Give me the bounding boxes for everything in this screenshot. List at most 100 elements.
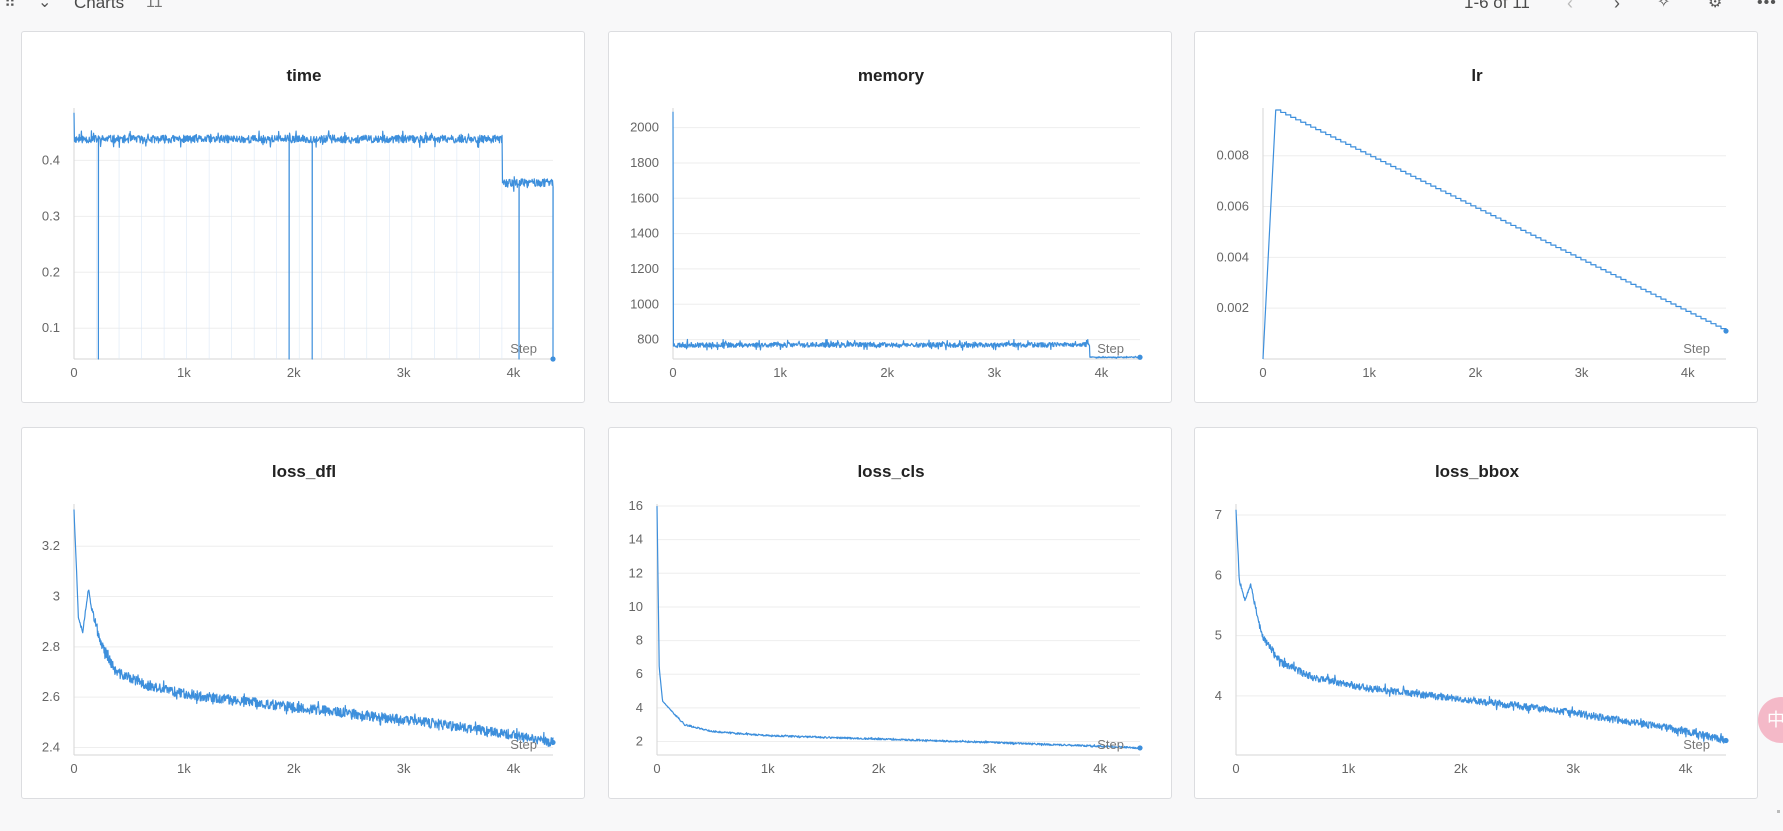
series-line [656,506,1141,750]
x-tick-label: 2k [1454,761,1468,776]
x-tick-label: 1k [1362,365,1376,380]
chart-panel-memory[interactable]: memory 800 1000 1200 1400 1600 1800 2000 0 1k 2k 3k… [608,31,1172,403]
x-tick-label: 2k [880,365,894,380]
y-tick-label: 7 [1215,507,1222,522]
x-tick-label: 0 [70,761,77,776]
time-chart: time 0.1 0.2 0.3 0.4 0 1k 2k 3k 4k Step [42,66,556,380]
x-axis-label: Step [1683,341,1710,356]
x-tick-label: 1k [761,761,775,776]
last-point-marker [1723,328,1729,334]
y-tick-label: 6 [636,666,643,681]
x-tick-label: 1k [177,365,191,380]
y-tick-label: 0.008 [1216,148,1249,163]
x-axis-label: Step [1683,737,1710,752]
y-tick-label: 0.1 [42,320,60,335]
floating-assistant-button[interactable]: 中 [1758,697,1783,743]
y-tick-label: 2 [636,734,643,749]
x-tick-label: 3k [987,365,1001,380]
y-tick-label: 14 [629,532,643,547]
x-tick-label: 0 [1259,365,1266,380]
y-tick-label: 5 [1215,628,1222,643]
series-line [672,111,1141,359]
chart-panel-loss-cls[interactable]: loss_cls 2 4 6 8 10 12 14 16 0 1k 2k 3k 4k Step [608,427,1172,799]
x-tick-label: 3k [397,365,411,380]
y-tick-label: 4 [1215,688,1222,703]
x-tick-label: 4k [1681,365,1695,380]
chart-title: loss_cls [857,462,924,481]
x-tick-label: 2k [287,761,301,776]
y-tick-label: 6 [1215,567,1222,582]
loss-cls-chart: loss_cls 2 4 6 8 10 12 14 16 0 1k 2k 3k 4k Step [629,462,1143,776]
x-axis-label: Step [1097,737,1124,752]
x-tick-label: 2k [872,761,886,776]
x-tick-label: 4k [1679,761,1693,776]
loss-bbox-chart: loss_bbox 4 5 6 7 0 1k 2k 3k 4k Step [1215,462,1729,776]
x-tick-label: 0 [669,365,676,380]
y-tick-label: 800 [637,332,659,347]
y-tick-label: 0.2 [42,264,60,279]
x-tick-label: 4k [1093,761,1107,776]
x-axis-label: Step [510,737,537,752]
x-tick-label: 3k [1575,365,1589,380]
chart-title: loss_bbox [1435,462,1520,481]
lr-chart: lr 0.002 0.004 0.006 0.008 0 1k 2k 3k 4k Step [1216,66,1729,380]
y-tick-label: 1600 [630,190,659,205]
pagination-label: 1-6 of 11 [1464,0,1530,12]
chart-title: time [287,66,322,85]
pin-icon[interactable]: ✧ [1657,0,1671,11]
x-tick-label: 2k [287,365,301,380]
more-options-icon[interactable]: ••• [1757,0,1777,11]
section-count: 11 [146,0,163,11]
y-tick-label: 0.004 [1216,249,1249,264]
drag-handle-icon[interactable]: ⠿ [4,0,16,11]
x-tick-label: 1k [1342,761,1356,776]
y-tick-label: 2.8 [42,639,60,654]
chart-panel-loss-bbox[interactable]: loss_bbox 4 5 6 7 0 1k 2k 3k 4k Step [1194,427,1758,799]
x-tick-label: 1k [773,365,787,380]
series-line [73,509,554,747]
x-tick-label: 3k [1566,761,1580,776]
x-tick-label: 2k [1469,365,1483,380]
y-tick-label: 8 [636,633,643,648]
collapse-chevron-icon[interactable]: ⌄ [38,0,52,11]
y-tick-label: 16 [629,498,643,513]
y-tick-label: 2.6 [42,689,60,704]
y-tick-label: 10 [629,599,643,614]
y-tick-label: 1000 [630,296,659,311]
y-tick-label: 0.006 [1216,199,1249,214]
chart-panel-loss-dfl[interactable]: loss_dfl 2.4 2.6 2.8 3 3.2 0 1k 2k 3k 4k Step [21,427,585,799]
next-page-button[interactable]: › [1614,0,1620,13]
y-tick-label: 1400 [630,226,659,241]
prev-page-button[interactable]: ‹ [1567,0,1573,13]
last-point-marker [1137,745,1143,751]
series-line [73,112,554,360]
x-tick-label: 3k [397,761,411,776]
series-line [1235,509,1727,744]
loss-dfl-chart: loss_dfl 2.4 2.6 2.8 3 3.2 0 1k 2k 3k 4k Step [42,462,556,776]
chart-title: memory [858,66,925,85]
x-axis-label: Step [510,341,537,356]
x-tick-label: 4k [507,761,521,776]
chart-title: loss_dfl [272,462,336,481]
settings-gear-icon[interactable]: ⚙ [1708,0,1723,11]
y-tick-label: 3.2 [42,538,60,553]
last-point-marker [550,739,556,746]
y-tick-label: 12 [629,565,643,580]
y-tick-label: 1200 [630,261,659,276]
resize-dot [1777,810,1780,813]
y-tick-label: 2.4 [42,739,60,754]
x-tick-label: 0 [70,365,77,380]
last-point-marker [550,356,556,362]
y-tick-label: 0.002 [1216,300,1249,315]
x-tick-label: 0 [653,761,660,776]
section-title[interactable]: Charts [74,0,125,12]
section-header: ⠿ ⌄ Charts 11 1-6 of 11 ‹ › ✧ ⚙ ••• [0,0,1783,24]
chart-panel-lr[interactable]: lr 0.002 0.004 0.006 0.008 0 1k 2k 3k 4k Step [1194,31,1758,403]
y-tick-label: 4 [636,700,643,715]
chart-panel-time[interactable]: time 0.1 0.2 0.3 0.4 0 1k 2k 3k 4k Step [21,31,585,403]
chart-title: lr [1471,66,1483,85]
y-tick-label: 0.3 [42,208,60,223]
y-tick-label: 2000 [630,120,659,135]
x-tick-label: 4k [1095,365,1109,380]
series-line [1262,109,1727,360]
